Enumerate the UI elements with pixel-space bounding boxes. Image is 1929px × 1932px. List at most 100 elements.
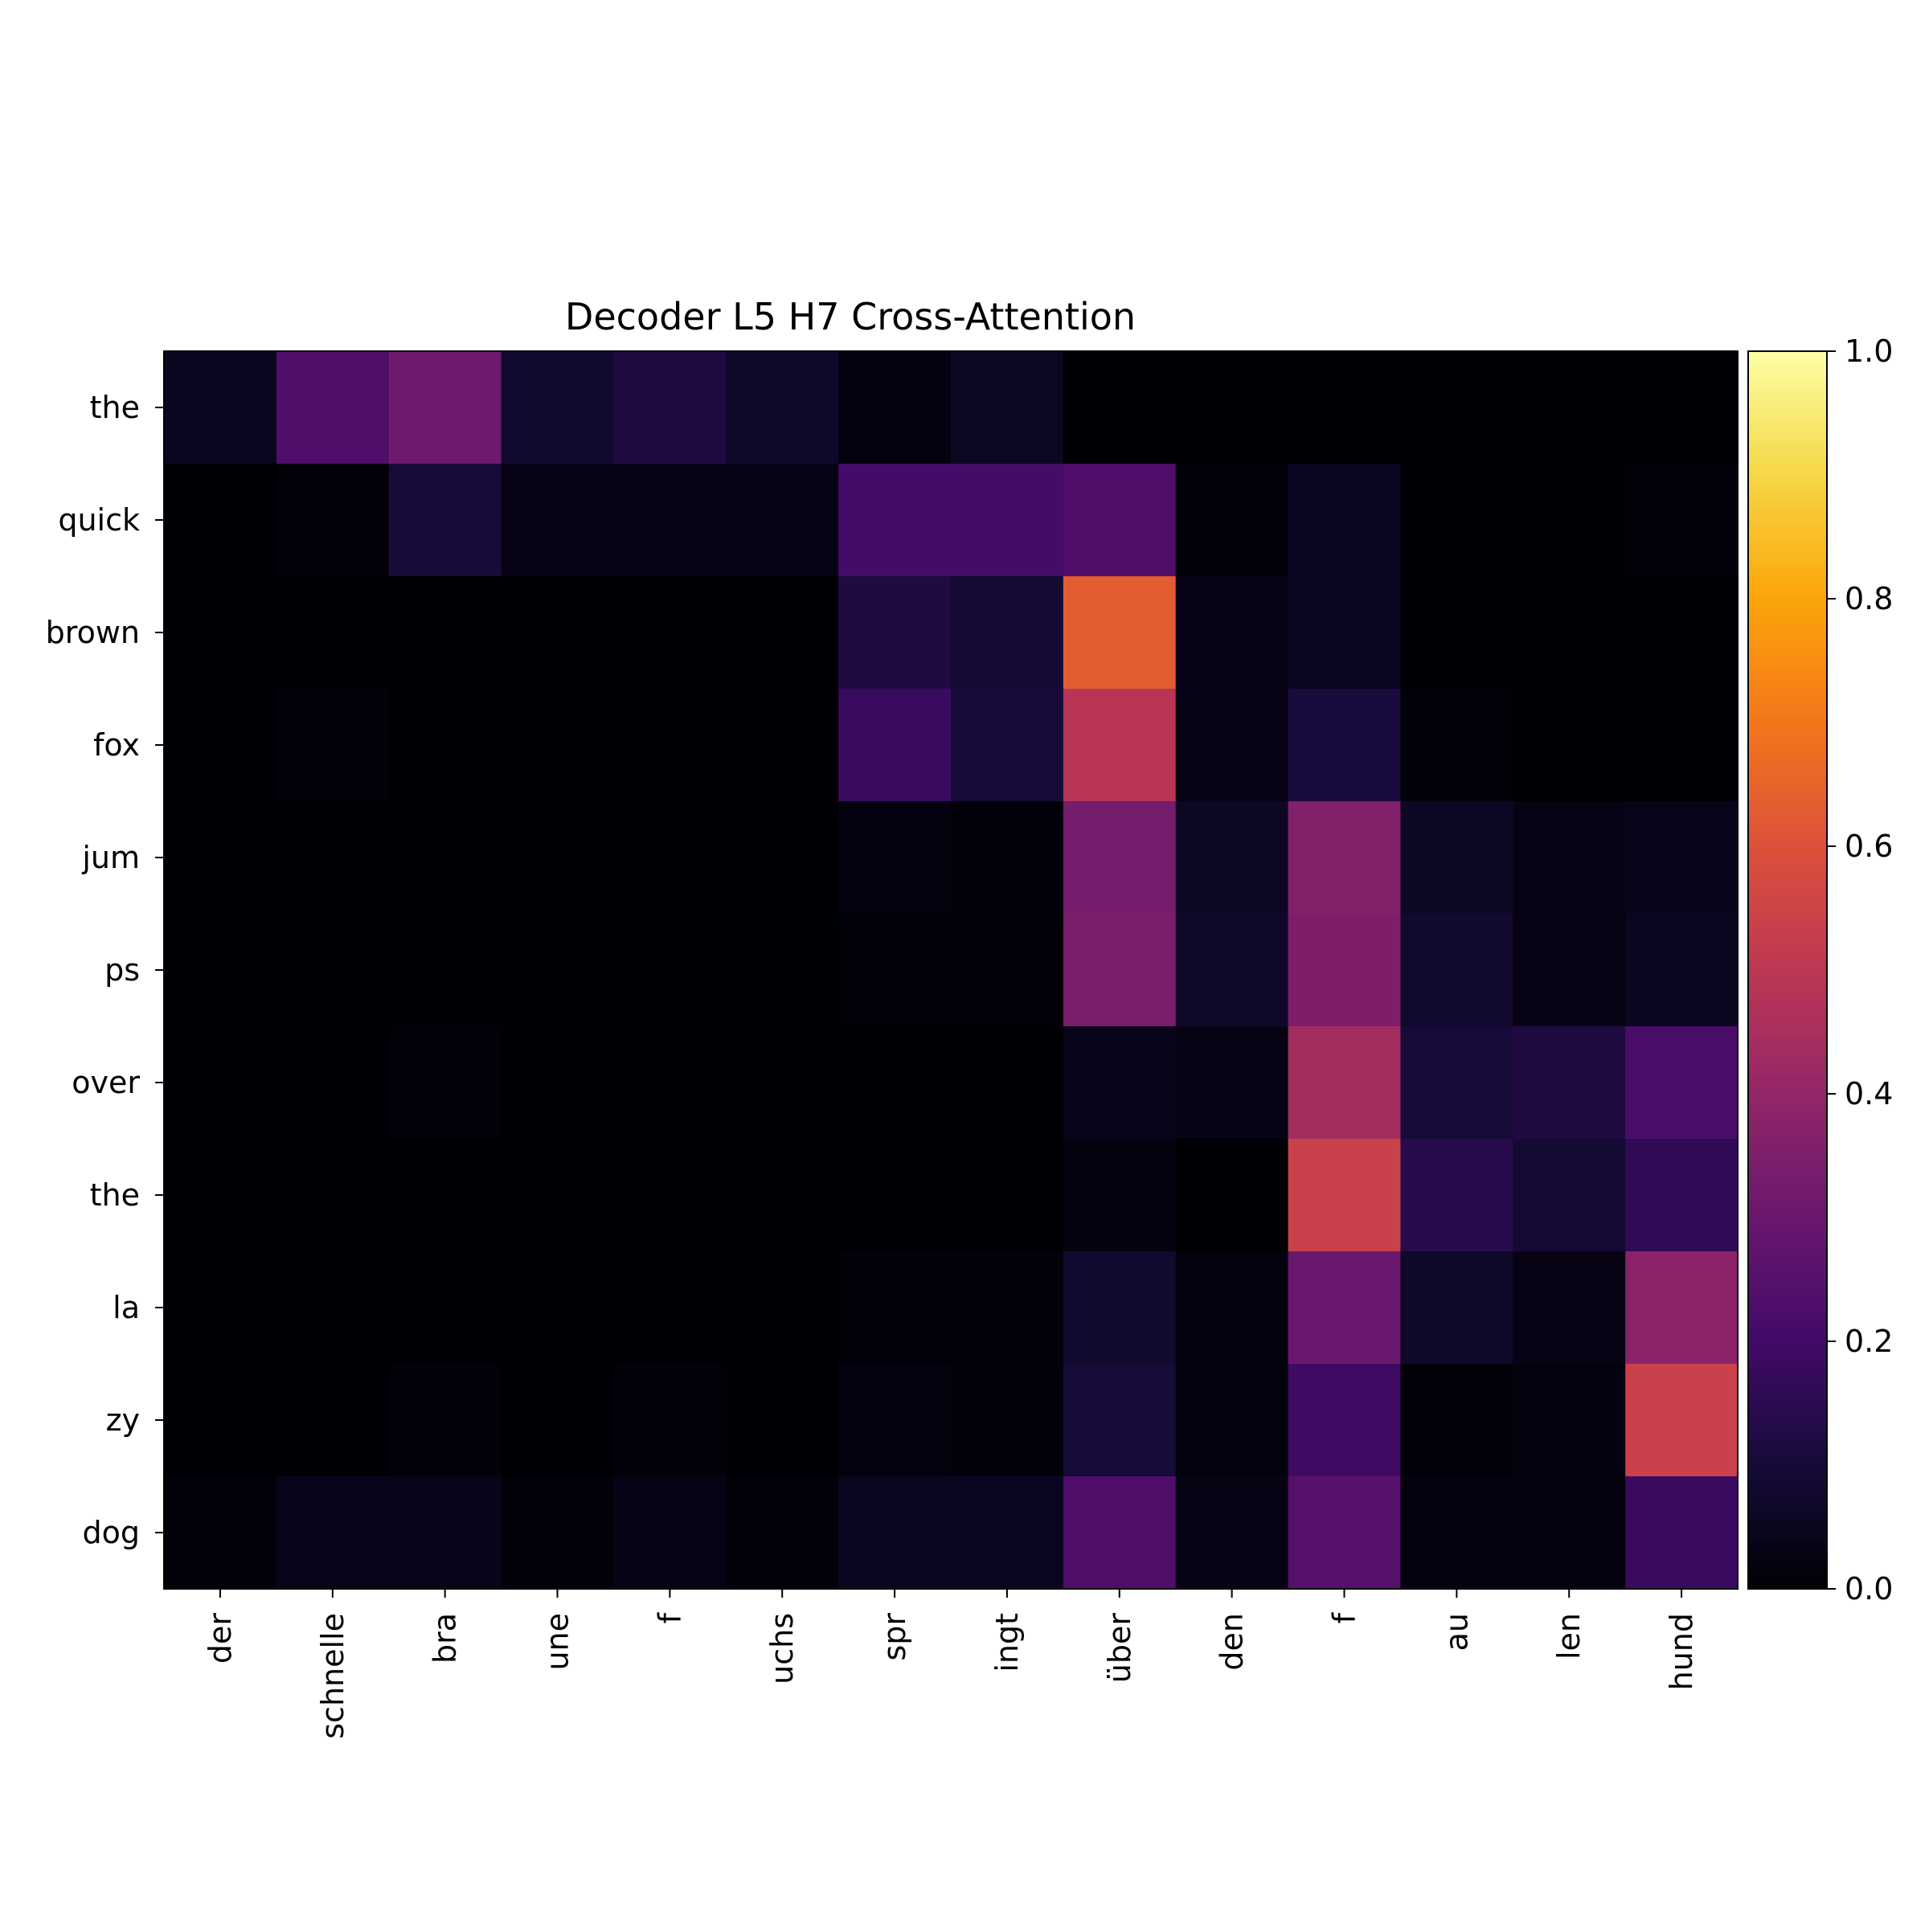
heatmap-cell <box>1063 801 1177 915</box>
heatmap-cell <box>164 576 277 690</box>
heatmap-cell <box>726 351 839 465</box>
y-tick-label: the <box>90 1177 140 1213</box>
x-tick-label: schnelle <box>315 1613 350 1739</box>
heatmap-cell <box>1513 1026 1626 1140</box>
heatmap-cell <box>613 1026 727 1140</box>
heatmap-cell <box>501 1139 615 1252</box>
heatmap-cell <box>613 1139 727 1252</box>
heatmap-cell <box>951 801 1064 915</box>
colorbar <box>1747 350 1828 1590</box>
heatmap-cell <box>501 1364 615 1477</box>
heatmap-cell <box>1063 1139 1177 1252</box>
heatmap-cell <box>613 1476 727 1590</box>
heatmap-cell <box>1400 351 1513 465</box>
heatmap-cell <box>1625 914 1739 1027</box>
x-axis-ticks: der schnelle bra une f uchs spr ingt über den f au l… <box>203 1589 1699 1739</box>
heatmap-cell <box>1175 801 1289 915</box>
heatmap-cell <box>1400 576 1513 690</box>
y-tick-label: quick <box>58 502 140 538</box>
heatmap-cell <box>838 1251 952 1365</box>
y-tick-label: zy <box>106 1402 140 1438</box>
heatmap-cell <box>164 351 277 465</box>
heatmap-cell <box>164 1476 277 1590</box>
heatmap-cell <box>1625 1139 1739 1252</box>
heatmap-cell <box>388 351 502 465</box>
heatmap-cell <box>726 1364 839 1477</box>
heatmap-cell <box>951 689 1064 802</box>
heatmap-cell <box>1513 1364 1626 1477</box>
heatmap-cell <box>726 576 839 690</box>
heatmap-cell <box>1288 914 1402 1027</box>
x-tick-label: ingt <box>989 1613 1025 1672</box>
heatmap-cell <box>276 576 390 690</box>
x-tick-label: den <box>1214 1613 1250 1671</box>
heatmap-cell <box>1063 351 1177 465</box>
heatmap-cell <box>1400 1026 1513 1140</box>
heatmap-cell <box>1400 1139 1513 1252</box>
heatmap-cell <box>838 351 952 465</box>
heatmap-cell <box>1288 689 1402 802</box>
heatmap-cell <box>1625 1251 1739 1365</box>
heatmap-cell <box>1400 1364 1513 1477</box>
heatmap-cell <box>1175 351 1289 465</box>
heatmap-cell <box>388 689 502 802</box>
heatmap-cell <box>1063 1251 1177 1365</box>
heatmap-cell <box>838 689 952 802</box>
heatmap-cell <box>951 464 1064 577</box>
colorbar-tick-label: 0.0 <box>1845 1571 1893 1607</box>
heatmap-cell <box>838 1026 952 1140</box>
heatmap-cell <box>1063 1026 1177 1140</box>
heatmap-cell <box>1063 464 1177 577</box>
y-tick-label: dog <box>83 1515 141 1550</box>
heatmap-cell <box>501 801 615 915</box>
heatmap-cell <box>388 464 502 577</box>
x-tick-label: len <box>1551 1613 1587 1660</box>
heatmap-cell <box>951 1139 1064 1252</box>
heatmap-cells <box>164 351 1739 1590</box>
heatmap-cell <box>1063 914 1177 1027</box>
heatmap-cell <box>726 464 839 577</box>
y-tick-label: brown <box>46 615 140 650</box>
heatmap-cell <box>726 914 839 1027</box>
chart-title: Decoder L5 H7 Cross-Attention <box>565 295 1136 338</box>
heatmap-cell <box>838 464 952 577</box>
x-tick-label: uchs <box>764 1613 800 1684</box>
heatmap-cell <box>613 351 727 465</box>
heatmap-cell <box>951 1364 1064 1477</box>
heatmap-cell <box>838 914 952 1027</box>
x-tick-label: über <box>1102 1613 1137 1684</box>
heatmap-cell <box>501 576 615 690</box>
heatmap-cell <box>1400 914 1513 1027</box>
heatmap-cell <box>1288 464 1402 577</box>
heatmap-cell <box>1625 689 1739 802</box>
heatmap-cell <box>613 801 727 915</box>
heatmap-cell <box>951 1026 1064 1140</box>
heatmap-cell <box>164 464 277 577</box>
heatmap-cell <box>501 464 615 577</box>
y-tick-label: ps <box>104 952 140 988</box>
y-tick-label: over <box>72 1065 140 1100</box>
heatmap-cell <box>1063 1476 1177 1590</box>
heatmap-cell <box>164 1251 277 1365</box>
colorbar-tick-label: 1.0 <box>1845 334 1893 369</box>
heatmap-cell <box>1513 576 1626 690</box>
heatmap-cell <box>1063 689 1177 802</box>
heatmap-cell <box>1513 689 1626 802</box>
x-tick-label: au <box>1439 1613 1474 1651</box>
heatmap-cell <box>1625 351 1739 465</box>
heatmap-cell <box>1400 1476 1513 1590</box>
heatmap-cell <box>1288 1139 1402 1252</box>
heatmap-cell <box>726 1026 839 1140</box>
x-tick-label: f <box>652 1611 687 1623</box>
heatmap-cell <box>1400 689 1513 802</box>
heatmap-cell <box>276 1251 390 1365</box>
heatmap-cell <box>726 1251 839 1365</box>
heatmap-cell <box>951 914 1064 1027</box>
x-tick-label: une <box>540 1613 575 1671</box>
heatmap-cell <box>1513 914 1626 1027</box>
heatmap-cell <box>726 801 839 915</box>
x-tick-label: bra <box>428 1613 463 1664</box>
heatmap-cell <box>1175 914 1289 1027</box>
heatmap-cell <box>1175 464 1289 577</box>
